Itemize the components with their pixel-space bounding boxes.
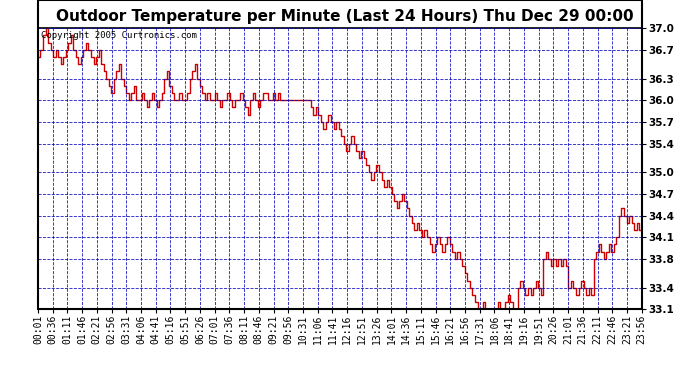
Text: Copyright 2005 Curtronics.com: Copyright 2005 Curtronics.com: [41, 31, 197, 40]
Text: Outdoor Temperature per Minute (Last 24 Hours) Thu Dec 29 00:00: Outdoor Temperature per Minute (Last 24 …: [56, 9, 634, 24]
